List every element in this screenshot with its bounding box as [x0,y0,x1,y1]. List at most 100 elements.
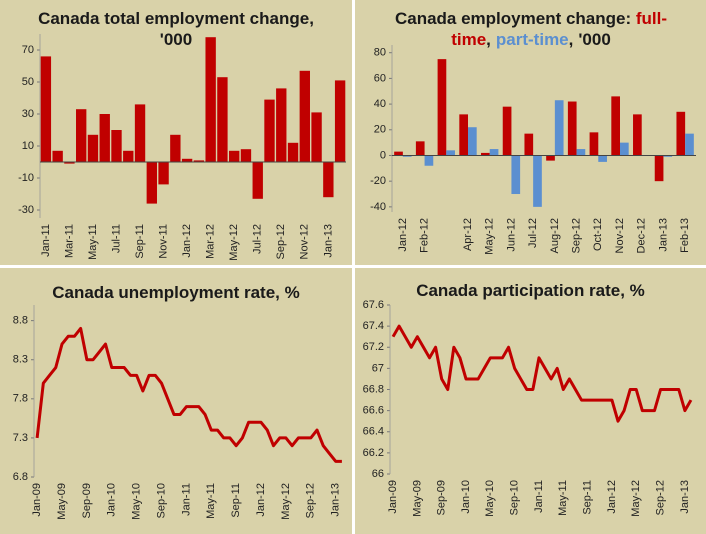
chart-title: Canada participation rate, % [416,281,645,300]
y-tick-label: 66.2 [363,447,384,459]
bar [546,155,555,161]
y-tick-label: -20 [370,175,386,187]
line [391,324,693,423]
y-tick-label: 67 [372,362,384,374]
x-tick-label: Jan-11 [533,480,545,513]
bar [87,134,99,162]
bar [446,150,455,156]
bar [533,155,542,207]
x-tick-label: May-09 [411,480,423,517]
bar [633,114,642,156]
panel [355,268,706,534]
y-tick-label: 30 [22,108,34,120]
x-tick-label: Jan-12 [181,224,193,258]
bar [598,155,607,162]
bar [415,141,425,156]
bar [205,37,216,163]
bar [589,132,599,156]
bar [567,101,577,156]
bar [40,56,52,162]
bar [229,150,240,162]
bar [311,112,322,162]
x-tick-label: Jan-10 [106,483,118,517]
x-tick-label: Apr-12 [462,218,474,251]
x-tick-label: Jan-13 [679,480,691,514]
bar [576,149,586,156]
x-tick-label: Sep-12 [275,224,287,259]
x-tick-label: Nov-11 [157,224,169,259]
y-tick-label: 0 [380,149,386,161]
bar [663,155,673,157]
bar [611,96,620,156]
line [35,326,342,463]
bar [146,162,157,204]
x-tick-label: Sep-09 [81,483,93,518]
bar [64,162,75,164]
bar [685,133,694,156]
bar [524,133,534,156]
x-tick-label: Jan-13 [330,483,342,517]
x-tick-label: Jan-10 [460,480,472,514]
x-tick-label: Jan-11 [40,224,52,257]
bar [424,155,434,166]
x-tick-label: May-09 [56,483,68,520]
y-tick-label: 7.3 [13,432,28,444]
x-tick-label: Sep-12 [305,483,317,518]
bar [511,155,521,195]
x-tick-label: May-10 [484,480,496,517]
bar [252,162,263,199]
x-tick-label: Sep-11 [582,480,594,515]
x-tick-label: May-11 [87,224,99,260]
chart-title: Canada total employment change, '000 [38,9,314,49]
bar [437,59,447,156]
y-tick-label: 6.8 [13,471,28,483]
bar [170,134,181,162]
bar [240,149,252,162]
x-tick-label: Jan-13 [657,218,669,252]
bar [76,109,87,162]
x-tick-label: Sep-12 [570,218,582,253]
x-tick-label: Jan-09 [31,483,43,517]
bar [158,162,169,185]
x-tick-label: Jul-11 [110,224,122,253]
y-tick-label: -10 [18,172,34,184]
bar [489,149,499,156]
bar [99,114,110,162]
bar [181,158,193,162]
y-tick-label: -30 [18,204,34,216]
bar [394,151,403,156]
x-tick-label: Mar-11 [63,224,75,258]
x-tick-label: Jan-09 [387,480,399,514]
x-tick-label: Sep-09 [436,480,448,515]
title-separator: , [486,30,491,49]
chart-title: Canada unemployment rate, % [52,283,300,302]
title-text: Canada employment change: [394,9,632,28]
bar [264,99,275,162]
x-tick-label: Jul-12 [527,218,539,248]
x-tick-label: Nov-12 [614,218,626,253]
x-tick-label: Dec-12 [636,218,648,253]
y-tick-label: 60 [374,72,386,84]
bar [502,106,512,156]
bar [323,162,334,198]
x-tick-label: Mar-12 [205,224,217,259]
panel [0,268,352,534]
bar [481,152,490,156]
y-tick-label: 7.8 [13,393,28,405]
bar [554,100,564,156]
bar [123,150,134,162]
y-tick-label: 67.2 [363,341,384,353]
y-tick-label: 10 [22,140,34,152]
y-tick-label: 50 [22,76,34,88]
y-tick-label: 67.4 [363,320,384,332]
bar [334,80,346,162]
y-tick-label: -40 [370,201,386,213]
x-tick-label: Sep-11 [134,224,146,259]
x-tick-label: Sep-12 [654,480,666,515]
x-tick-label: Sep-11 [230,483,242,518]
x-tick-label: May-10 [131,483,143,520]
bar [468,127,477,156]
title-separator: , [568,30,574,49]
y-tick-label: 66 [372,468,384,480]
